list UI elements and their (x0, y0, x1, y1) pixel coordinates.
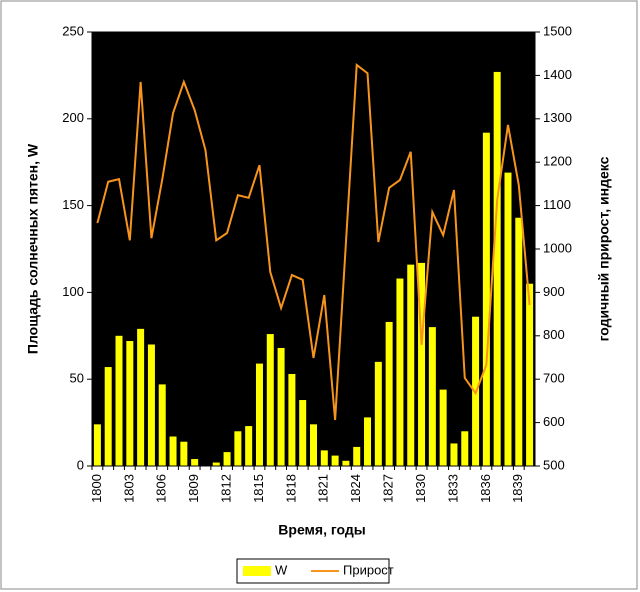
x-tick-label: 1803 (121, 474, 136, 503)
bar (115, 335, 123, 466)
bar (396, 278, 404, 466)
y2-tick-label: 1000 (543, 240, 572, 255)
bar (320, 450, 328, 466)
bar (439, 389, 447, 466)
line (96, 63, 531, 421)
bar (515, 217, 523, 466)
bar (212, 462, 220, 466)
x-tick-label: 1824 (348, 474, 363, 503)
x-axis-title: Время, годы (278, 522, 365, 538)
legend-label: W (275, 562, 288, 577)
y2-tick-label: 1300 (543, 110, 572, 125)
bar (353, 446, 361, 466)
legend-swatch (243, 566, 271, 576)
bar (342, 460, 350, 466)
y2-tick-label: 1400 (543, 67, 572, 82)
y-tick-label: 100 (62, 284, 84, 299)
bar (277, 347, 285, 466)
bar (526, 283, 534, 466)
y2-tick-label: 500 (543, 457, 565, 472)
bar (126, 341, 134, 466)
bar (266, 334, 274, 466)
x-tick-label: 1821 (316, 474, 331, 503)
bar (104, 367, 112, 466)
bar (493, 71, 501, 466)
bar (255, 363, 263, 466)
bar (191, 459, 199, 466)
x-tick-label: 1839 (510, 474, 525, 503)
bar (147, 344, 155, 466)
bar (461, 431, 469, 466)
y2-tick-label: 700 (543, 371, 565, 386)
bar (450, 443, 458, 466)
x-tick-label: 1818 (283, 474, 298, 503)
legend-label: Прирост (343, 562, 394, 577)
bar (364, 417, 372, 466)
bar (482, 132, 490, 467)
x-tick-label: 1806 (154, 474, 169, 503)
bar (310, 424, 317, 466)
x-tick-label: 1809 (186, 474, 201, 503)
y-axis-title: Площадь солнечных пятен, W (25, 143, 41, 354)
y2-tick-label: 1100 (543, 197, 571, 212)
x-tick-label: 1800 (89, 474, 104, 503)
bar (137, 328, 145, 466)
y-tick-label: 200 (62, 110, 84, 125)
bar (223, 452, 231, 466)
bar (234, 431, 242, 466)
bar (288, 373, 296, 466)
bar (385, 321, 393, 466)
bar (158, 384, 166, 466)
y-tick-label: 250 (62, 23, 84, 38)
x-tick-label: 1812 (218, 474, 233, 503)
bar (299, 400, 307, 466)
bar (407, 264, 415, 466)
bar (374, 361, 382, 466)
y-tick-label: 50 (70, 371, 84, 386)
y2-axis-title: годичный прирост, индекс (596, 156, 612, 341)
plot-border (91, 31, 536, 467)
bar (418, 262, 426, 466)
y2-tick-label: 1500 (543, 23, 572, 38)
x-tick-label: 1833 (445, 474, 460, 503)
y-tick-label: 150 (62, 197, 84, 212)
bar (93, 424, 101, 466)
y2-tick-label: 900 (543, 284, 565, 299)
plot-area (92, 32, 535, 466)
x-tick-label: 1836 (478, 474, 493, 503)
y-tick-label: 0 (77, 457, 84, 472)
x-tick-label: 1830 (413, 474, 428, 503)
bar (331, 455, 339, 466)
x-tick-label: 1827 (381, 474, 396, 503)
y2-tick-label: 800 (543, 327, 565, 342)
y2-tick-label: 600 (543, 414, 565, 429)
bar (428, 327, 436, 466)
bar (245, 426, 253, 466)
bar (180, 441, 188, 466)
y2-tick-label: 1200 (543, 154, 572, 169)
bar (169, 436, 177, 466)
bar (504, 172, 512, 466)
x-tick-label: 1815 (251, 474, 266, 503)
